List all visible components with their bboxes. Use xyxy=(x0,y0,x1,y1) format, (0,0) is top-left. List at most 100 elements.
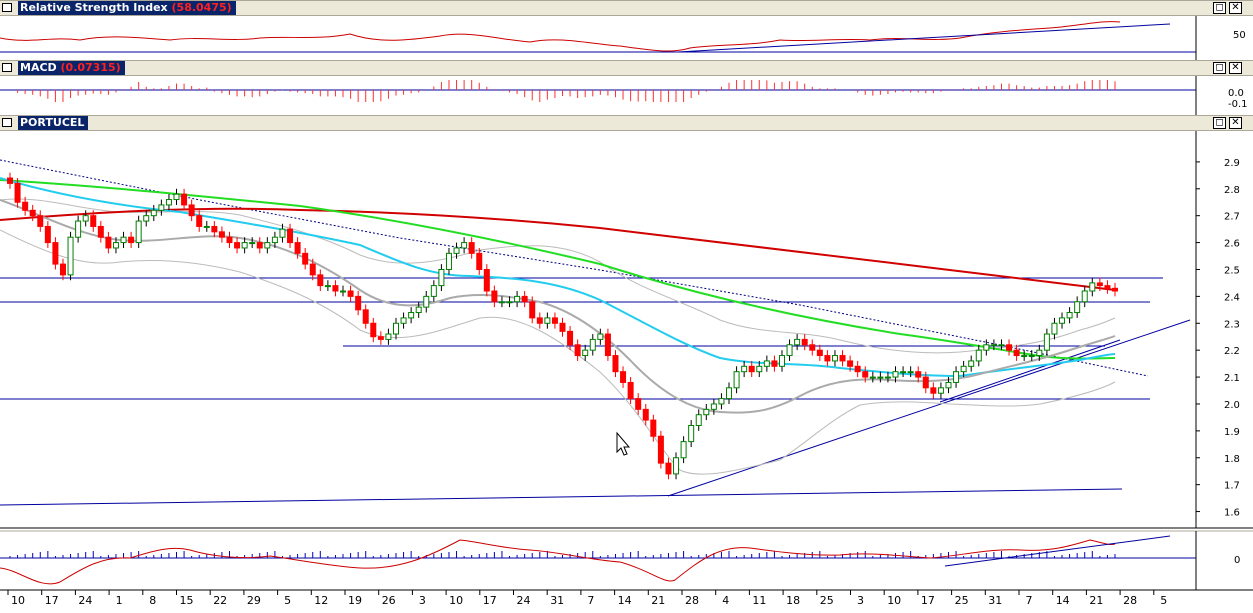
up-candle xyxy=(907,371,914,374)
y-tick-label: 1.9 xyxy=(1224,427,1240,438)
up-candle xyxy=(968,360,975,367)
y-tick-label: 2.6 xyxy=(1224,239,1240,250)
long-term-trendline xyxy=(0,488,1123,506)
down-candle xyxy=(483,268,490,292)
down-candle xyxy=(551,317,558,324)
down-candle xyxy=(491,290,498,303)
down-candle xyxy=(188,204,195,217)
rsi-line xyxy=(0,21,1121,52)
up-candle xyxy=(763,360,770,367)
x-tick-label: 11 xyxy=(752,594,766,607)
x-tick-label: 3 xyxy=(419,594,426,607)
down-candle xyxy=(1006,344,1013,351)
x-tick-label: 14 xyxy=(1056,594,1070,607)
moving-average-long-line xyxy=(0,207,1116,291)
rsi-panel-titlebar: Relative Strength Index (58.0475) ◻ ✕ xyxy=(0,0,1253,16)
x-tick-label: 5 xyxy=(1160,594,1167,607)
up-candle xyxy=(400,317,407,324)
up-candle xyxy=(726,387,733,400)
price-restore-icon[interactable]: ◻ xyxy=(1213,117,1226,129)
macd-panel xyxy=(0,76,1197,115)
y-tick-label: 2.3 xyxy=(1224,319,1240,330)
up-candle xyxy=(143,215,150,222)
x-tick-label: 17 xyxy=(921,594,935,607)
down-candle xyxy=(29,209,36,217)
moving-average-gray-line xyxy=(0,199,1116,414)
x-tick-label: 29 xyxy=(247,594,261,607)
up-candle xyxy=(597,333,604,340)
x-tick-label: 17 xyxy=(483,594,497,607)
price-candles xyxy=(7,172,1118,480)
down-candle xyxy=(1013,349,1020,357)
down-candle xyxy=(657,435,664,464)
down-candle xyxy=(105,236,112,249)
macd-close-icon[interactable]: ✕ xyxy=(1229,62,1242,74)
up-candle xyxy=(392,322,399,335)
up-candle xyxy=(544,317,551,324)
x-tick-label: 26 xyxy=(382,594,396,607)
up-candle xyxy=(203,225,210,228)
up-candle xyxy=(506,301,513,304)
y-tick-label: 2.7 xyxy=(1224,212,1240,223)
y-tick-label: 2.2 xyxy=(1224,346,1240,357)
x-tick-label: 21 xyxy=(1089,594,1103,607)
x-tick-label: 22 xyxy=(213,594,227,607)
down-candle xyxy=(642,408,649,421)
price-close-icon[interactable]: ✕ xyxy=(1229,117,1242,129)
down-candle xyxy=(771,360,778,367)
uptrend-line xyxy=(939,339,1121,403)
down-candle xyxy=(521,295,528,303)
down-candle xyxy=(476,252,483,270)
up-candle xyxy=(67,236,74,276)
up-candle xyxy=(831,355,838,362)
up-candle xyxy=(975,349,982,362)
down-candle xyxy=(536,317,543,324)
up-candle xyxy=(990,344,997,347)
up-candle xyxy=(1074,301,1081,314)
oscillator-line xyxy=(0,539,1116,585)
down-candle xyxy=(52,242,59,265)
x-tick-label: 15 xyxy=(180,594,194,607)
up-candle xyxy=(430,285,437,297)
up-candle xyxy=(514,295,521,303)
up-candle xyxy=(165,199,172,206)
oscillator-panel xyxy=(0,530,1253,590)
up-candle xyxy=(741,365,748,373)
down-candle xyxy=(665,462,672,475)
down-candle xyxy=(218,231,225,238)
up-candle xyxy=(249,242,256,245)
down-candle xyxy=(90,215,97,227)
macd-restore-icon[interactable]: ◻ xyxy=(1213,62,1226,74)
price-panel: 2.9 2.8 2.7 2.6 2.5 2.4 2.3 2.2 2.1 2.0 1.9 1.8 1.7 1… xyxy=(0,131,1253,529)
up-candle xyxy=(877,376,884,379)
panel-menu-icon[interactable] xyxy=(2,118,12,127)
oscillator-ytick-label: 0 xyxy=(1234,555,1240,566)
up-candle xyxy=(408,312,415,319)
panel-menu-icon[interactable] xyxy=(2,63,12,72)
y-tick-label: 2.1 xyxy=(1224,373,1240,384)
up-candle xyxy=(158,204,165,211)
x-tick-label: 24 xyxy=(78,594,92,607)
down-candle xyxy=(604,333,611,357)
panel-menu-icon[interactable] xyxy=(2,3,12,12)
x-tick-label: 12 xyxy=(314,594,328,607)
downtrend-line-dotted xyxy=(0,159,1149,377)
oscillator-trendline xyxy=(944,535,1171,567)
down-candle xyxy=(347,290,354,297)
rsi-panel xyxy=(0,16,1197,60)
up-candle xyxy=(673,457,680,475)
up-candle xyxy=(112,242,119,249)
x-tick-label: 1 xyxy=(116,594,123,607)
up-candle xyxy=(385,333,392,340)
up-candle xyxy=(733,371,740,389)
up-candle xyxy=(461,242,468,249)
x-tick-label: 7 xyxy=(1026,594,1033,607)
up-candle xyxy=(1059,317,1066,324)
rsi-restore-icon[interactable]: ◻ xyxy=(1213,2,1226,14)
down-candle xyxy=(181,193,188,206)
down-candle xyxy=(824,355,831,362)
up-candle xyxy=(1028,355,1035,358)
up-candle xyxy=(453,247,460,254)
rsi-close-icon[interactable]: ✕ xyxy=(1229,2,1242,14)
